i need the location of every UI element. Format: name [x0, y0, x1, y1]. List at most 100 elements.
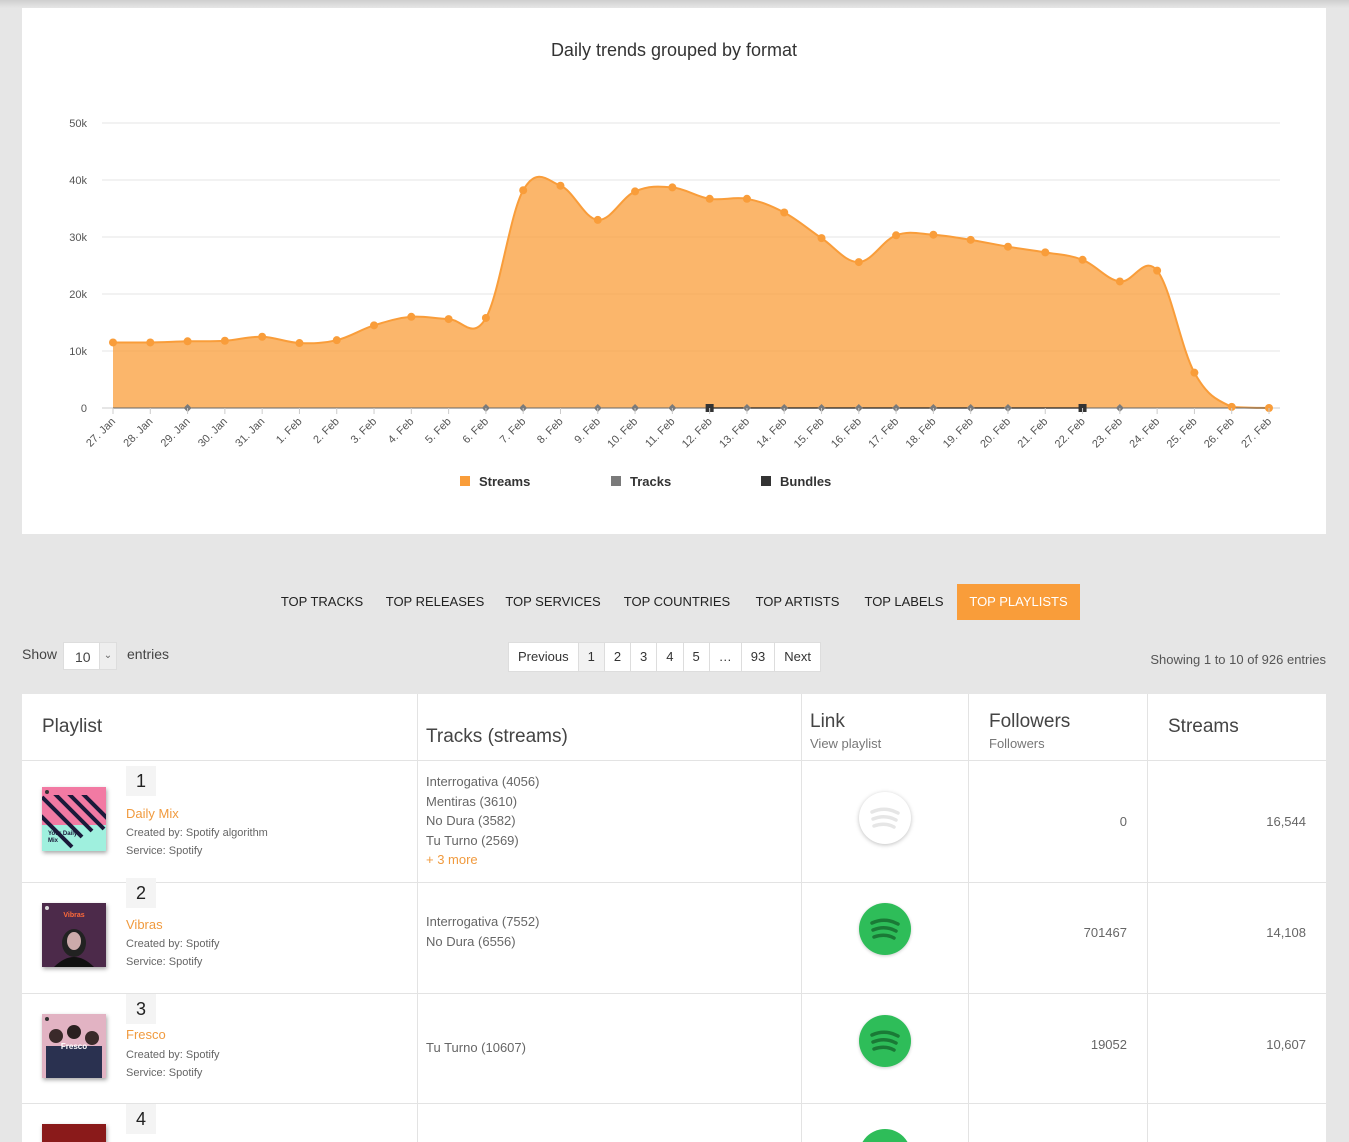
track-list: Interrogativa (4056) Mentiras (3610) No … [426, 772, 539, 870]
streams-point [668, 183, 677, 192]
playlists-table: Playlist Tracks (streams) Link View play… [22, 694, 1326, 1142]
pagination-page-5[interactable]: 5 [684, 643, 710, 671]
col-header-streams-title: Streams [1168, 716, 1239, 737]
x-tick-label: 2. Feb [311, 416, 342, 447]
pagination-page-93[interactable]: 93 [742, 643, 776, 671]
streams-value: 16,544 [1266, 814, 1306, 829]
track-item: Mentiras (3610) [426, 793, 518, 809]
streams-point [1153, 266, 1162, 275]
followers-value: 19052 [1090, 1037, 1127, 1052]
y-tick-label: 0 [81, 403, 87, 415]
playlist-service: Service: Spotify [126, 1067, 203, 1079]
spotify-link-icon[interactable] [859, 903, 911, 955]
pagination-page-3[interactable]: 3 [631, 643, 658, 671]
col-header-followers-title: Followers [989, 711, 1071, 732]
x-tick-label: 30. Jan [196, 416, 230, 450]
entries-select[interactable]: 10 ⌄ [63, 642, 117, 670]
col-header-followers-sub: Followers [989, 736, 1045, 751]
track-list: Tu Turno (10607) [426, 1038, 526, 1058]
followers-value: 701467 [1083, 925, 1127, 940]
rank-badge: 3 [126, 994, 156, 1024]
x-tick-label: 9. Feb [572, 416, 603, 447]
y-tick-label: 30k [69, 232, 87, 244]
spotify-link-icon[interactable] [859, 1129, 911, 1142]
playlist-cover[interactable] [42, 1124, 106, 1142]
y-tick-label: 10k [69, 346, 87, 358]
x-tick-label: 27. Feb [1239, 416, 1274, 451]
playlist-creator: Created by: Spotify [126, 1049, 220, 1061]
table-row: Fresco 3 Fresco Created by: Spotify Serv… [22, 993, 1326, 1103]
x-tick-label: 19. Feb [941, 416, 976, 451]
streams-point [705, 194, 714, 203]
daily-trends-chart: Daily trends grouped by format 0 10k 20k 30k… [69, 40, 1280, 489]
spotify-link-icon[interactable] [859, 792, 911, 844]
row-divider [22, 993, 1326, 994]
show-label: Show [22, 646, 58, 662]
chart-title: Daily trends grouped by format [551, 40, 797, 60]
more-tracks-link[interactable]: + 3 more [426, 852, 478, 867]
col-divider [1147, 760, 1148, 1142]
pagination-previous[interactable]: Previous [509, 643, 579, 671]
table-row: Vibras 2 Vibras Created by: Spotify Serv… [22, 878, 1326, 993]
playlist-cover-daily-mix[interactable]: Your Daily Mix [42, 787, 106, 851]
col-header-playlist[interactable]: Playlist [22, 694, 418, 761]
playlist-name-link[interactable]: Daily Mix [126, 806, 179, 821]
streams-point [631, 187, 640, 196]
x-tick-label: 6. Feb [460, 416, 491, 447]
col-header-tracks[interactable]: Tracks (streams) [418, 694, 802, 761]
legend-swatch-bundles [761, 476, 771, 486]
playlist-cover-vibras[interactable]: Vibras [42, 903, 106, 967]
streams-point [1003, 242, 1012, 251]
playlist-name-link[interactable]: Fresco [126, 1027, 166, 1042]
streams-point [556, 181, 565, 190]
x-tick-label: 17. Feb [866, 416, 901, 451]
x-tick-label: 12. Feb [680, 416, 715, 451]
playlist-name-link[interactable]: Vibras [126, 917, 163, 932]
tab-top-releases[interactable]: TOP RELEASES [385, 594, 485, 609]
x-tick-label: 21. Feb [1016, 416, 1051, 451]
col-header-playlist-title: Playlist [42, 716, 103, 737]
legend-label-streams: Streams [479, 474, 530, 489]
x-tick-label: 5. Feb [423, 416, 454, 447]
cover-text: Your Daily Mix [48, 831, 78, 844]
pagination: Previous 1 2 3 4 5 … 93 Next [508, 642, 821, 672]
streams-point [407, 312, 416, 321]
header-divider [22, 760, 1326, 761]
top-shadow [0, 0, 1349, 8]
pagination-page-4[interactable]: 4 [657, 643, 684, 671]
y-tick-label: 40k [69, 175, 87, 187]
tab-top-countries[interactable]: TOP COUNTRIES [623, 594, 731, 609]
col-divider [801, 760, 802, 1142]
spotify-link-icon[interactable] [859, 1015, 911, 1067]
legend-label-bundles: Bundles [780, 474, 831, 489]
x-tick-label: 18. Feb [904, 416, 939, 451]
pagination-page-1[interactable]: 1 [578, 643, 605, 671]
tab-top-artists[interactable]: TOP ARTISTS [755, 594, 840, 609]
streams-area [113, 176, 1269, 408]
tab-top-labels[interactable]: TOP LABELS [864, 594, 944, 609]
streams-point [892, 231, 901, 240]
streams-point [780, 208, 789, 217]
col-header-followers[interactable]: Followers Followers [969, 694, 1148, 761]
col-header-link[interactable]: Link View playlist [802, 694, 969, 761]
x-tick-label: 27. Jan [84, 416, 118, 450]
legend-label-tracks: Tracks [630, 474, 671, 489]
x-tick-label: 8. Feb [535, 416, 566, 447]
x-tick-label: 10. Feb [605, 416, 640, 451]
y-tick-label: 20k [69, 289, 87, 301]
streams-point [929, 230, 938, 239]
col-header-streams[interactable]: Streams [1148, 694, 1326, 761]
track-list: Interrogativa (7552) No Dura (6556) [426, 912, 539, 951]
tab-top-playlists[interactable]: TOP PLAYLISTS [957, 584, 1080, 620]
streams-point [444, 315, 453, 324]
pagination-next[interactable]: Next [784, 649, 811, 664]
pagination-page-2[interactable]: 2 [605, 643, 632, 671]
col-header-link-title: Link [810, 711, 845, 732]
tab-top-tracks[interactable]: TOP TRACKS [280, 594, 364, 609]
playlist-cover-fresco[interactable]: Fresco [42, 1014, 106, 1078]
rank-badge: 2 [126, 878, 156, 908]
tab-top-services[interactable]: TOP SERVICES [505, 594, 601, 609]
col-header-tracks-title: Tracks (streams) [426, 726, 568, 747]
track-item: Interrogativa (4056) [426, 774, 540, 789]
entries-label: entries [127, 646, 170, 662]
